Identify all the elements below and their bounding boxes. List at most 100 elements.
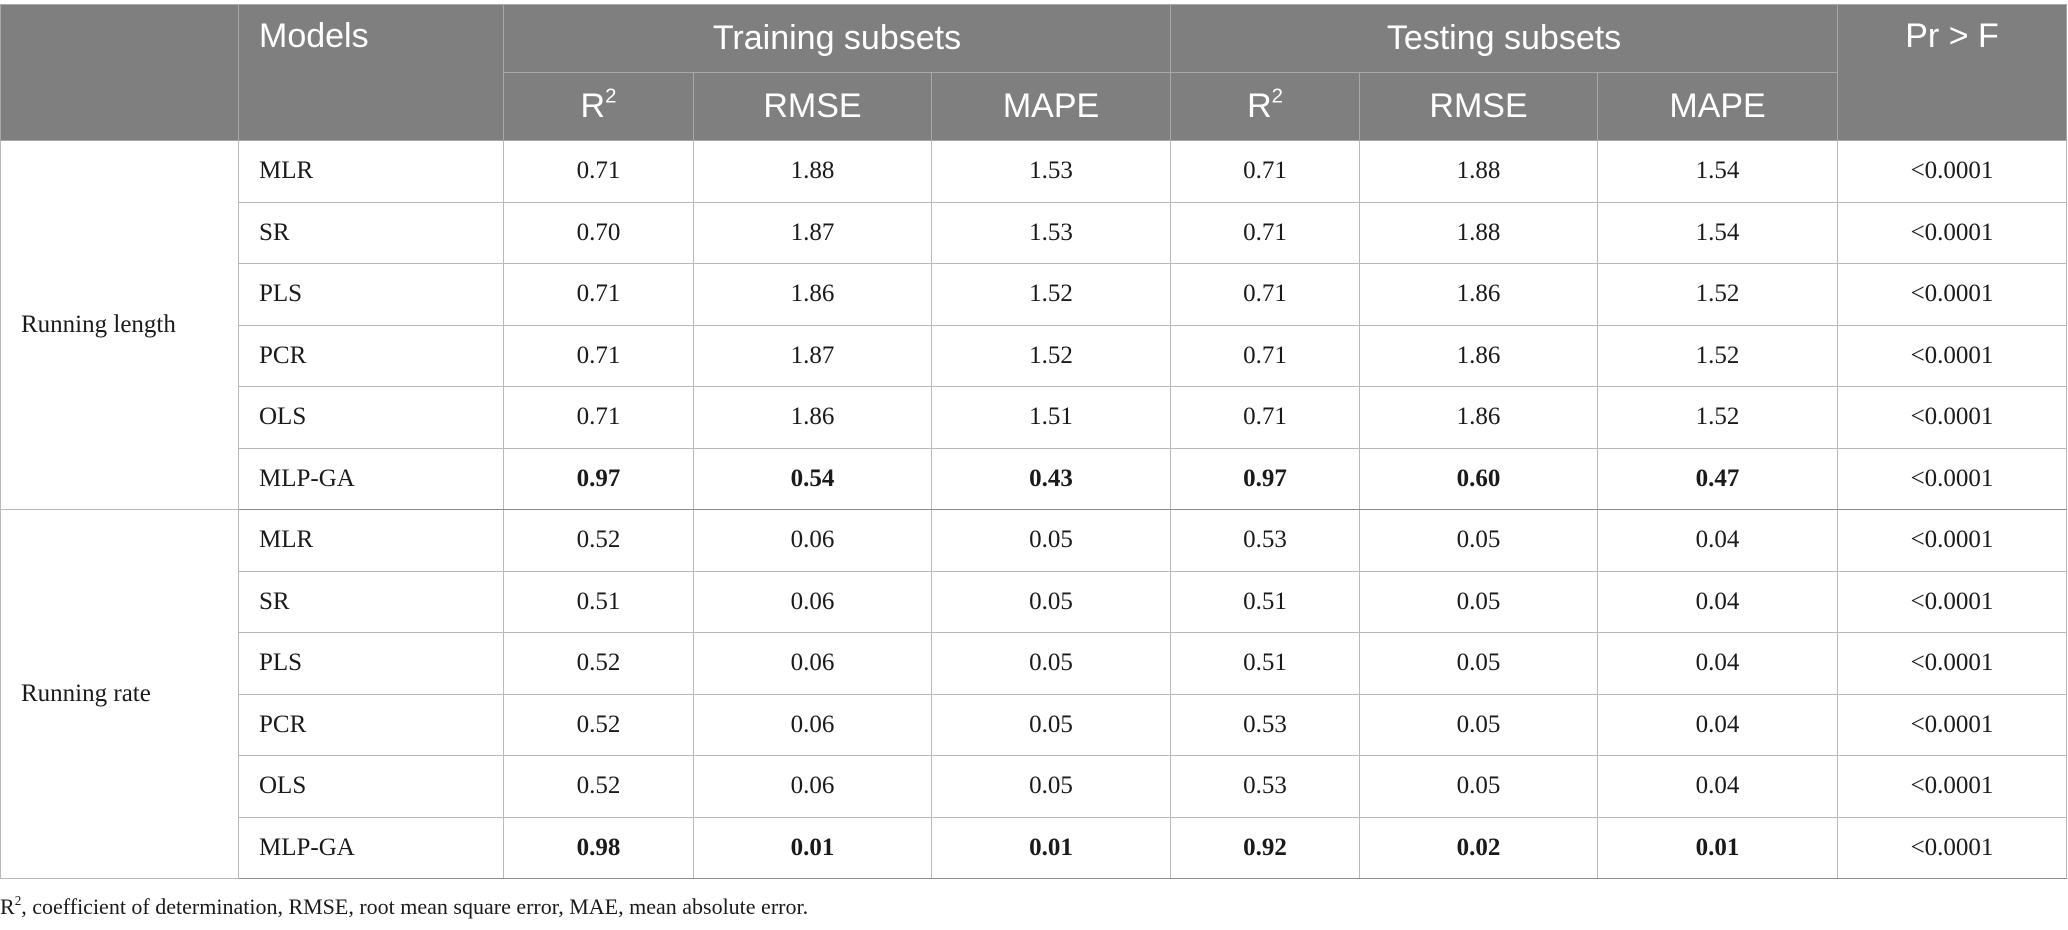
cell-train-r2: 0.97 [503,447,694,510]
footnote-text: , coefficient of determination, RMSE, ro… [21,894,809,919]
header-test-r2: R2 [1170,72,1361,141]
cell-test-mape: 0.04 [1597,693,1839,756]
model-name-cell: PLS [238,632,504,695]
cell-train-mape: 1.53 [930,140,1172,203]
cell-test-rmse: 0.05 [1359,755,1599,818]
r-superscript: 2 [1271,85,1283,108]
cell-pr-f: <0.0001 [1837,201,2068,264]
model-name-cell: PCR [238,693,504,756]
cell-train-rmse: 0.06 [693,755,932,818]
cell-test-mape: 0.47 [1597,447,1839,510]
model-name-cell: SR [238,570,504,633]
cell-pr-f: <0.0001 [1837,263,2068,326]
cell-pr-f: <0.0001 [1837,570,2068,633]
cell-train-mape: 0.05 [930,693,1172,756]
table-row: PLS 0.52 0.06 0.05 0.51 0.05 0.04 <0.0001 [1,632,2068,695]
table-row: PCR 0.71 1.87 1.52 0.71 1.86 1.52 <0.0001 [1,324,2068,387]
cell-test-mape: 1.54 [1597,140,1839,203]
cell-train-rmse: 0.01 [693,816,932,879]
cell-test-r2: 0.92 [1170,816,1361,879]
cell-test-rmse: 1.86 [1359,263,1599,326]
cell-test-rmse: 0.02 [1359,816,1599,879]
cell-test-r2: 0.97 [1170,447,1361,510]
cell-train-mape: 0.05 [930,755,1172,818]
cell-test-r2: 0.51 [1170,632,1361,695]
cell-train-rmse: 0.06 [693,693,932,756]
cell-test-r2: 0.71 [1170,140,1361,203]
model-name-cell: SR [238,201,504,264]
cell-train-rmse: 0.06 [693,570,932,633]
cell-train-r2: 0.52 [503,693,694,756]
model-name-cell: MLR [238,509,504,572]
group-label: Running length [0,140,239,510]
table-row: Running rate MLR 0.52 0.06 0.05 0.53 0.05 0.04 <… [0,509,2068,879]
cell-train-rmse: 1.88 [693,140,932,203]
table-row: PCR 0.52 0.06 0.05 0.53 0.05 0.04 <0.0001 [1,693,2068,756]
cell-train-mape: 1.53 [930,201,1172,264]
table-row: PLS 0.71 1.86 1.52 0.71 1.86 1.52 <0.0001 [1,263,2068,326]
cell-pr-f: <0.0001 [1837,755,2068,818]
model-name-cell: PCR [238,324,504,387]
cell-test-r2: 0.53 [1170,509,1361,572]
cell-test-mape: 1.52 [1597,386,1839,449]
cell-train-r2: 0.51 [503,570,694,633]
cell-train-mape: 1.52 [930,324,1172,387]
cell-train-r2: 0.52 [503,632,694,695]
model-name-cell: OLS [238,386,504,449]
cell-train-rmse: 0.06 [693,632,932,695]
cell-test-mape: 0.04 [1597,632,1839,695]
model-name-cell: MLR [238,140,504,203]
header-row-top: Models Training subsets Testing subsets … [0,4,2068,141]
cell-train-r2: 0.71 [503,386,694,449]
cell-pr-f: <0.0001 [1837,447,2068,510]
r-symbol: R [1247,87,1272,125]
cell-train-rmse: 0.06 [693,509,932,572]
table-row: Running length MLR 0.71 1.88 1.53 0.71 1.88 1.5… [0,140,2068,510]
table-row: MLP-GA 0.98 0.01 0.01 0.92 0.02 0.01 <0.0001 [1,816,2068,879]
cell-train-r2: 0.52 [503,509,694,572]
cell-train-r2: 0.70 [503,201,694,264]
cell-test-mape: 0.04 [1597,509,1839,572]
cell-pr-f: <0.0001 [1837,693,2068,756]
cell-test-rmse: 1.88 [1359,201,1599,264]
cell-train-mape: 0.05 [930,509,1172,572]
cell-test-r2: 0.53 [1170,755,1361,818]
cell-test-r2: 0.71 [1170,263,1361,326]
cell-train-rmse: 0.54 [693,447,932,510]
cell-test-mape: 1.54 [1597,201,1839,264]
cell-test-r2: 0.51 [1170,570,1361,633]
r-superscript: 2 [605,85,617,108]
header-row-metrics: R2 RMSE MAPE R2 RMSE MAPE [1,72,2067,141]
cell-pr-f: <0.0001 [1837,324,2068,387]
results-table: Models Training subsets Testing subsets … [0,4,2068,879]
cell-train-r2: 0.98 [503,816,694,879]
table-row: MLP-GA 0.97 0.54 0.43 0.97 0.60 0.47 <0.0001 [1,447,2068,510]
cell-test-rmse: 1.88 [1359,140,1599,203]
cell-test-mape: 0.04 [1597,570,1839,633]
cell-train-mape: 0.43 [930,447,1172,510]
cell-train-r2: 0.52 [503,755,694,818]
table-row: OLS 0.52 0.06 0.05 0.53 0.05 0.04 <0.0001 [1,755,2068,818]
cell-train-rmse: 1.86 [693,386,932,449]
cell-pr-f: <0.0001 [1837,632,2068,695]
model-name-cell: MLP-GA [238,447,504,510]
cell-train-mape: 1.52 [930,263,1172,326]
cell-train-rmse: 1.87 [693,324,932,387]
cell-pr-f: <0.0001 [1837,140,2068,203]
table-header: Models Training subsets Testing subsets … [0,4,2068,141]
cell-train-r2: 0.71 [503,263,694,326]
cell-train-mape: 0.05 [930,570,1172,633]
header-train-r2: R2 [503,72,694,141]
cell-test-mape: 1.52 [1597,324,1839,387]
cell-test-rmse: 1.86 [1359,324,1599,387]
footnote-r: R [0,894,15,919]
cell-test-mape: 0.01 [1597,816,1839,879]
header-train-mape: MAPE [930,72,1172,141]
cell-test-rmse: 1.86 [1359,386,1599,449]
cell-test-r2: 0.71 [1170,386,1361,449]
r-symbol: R [580,87,606,125]
table-row: SR 0.70 1.87 1.53 0.71 1.88 1.54 <0.0001 [1,201,2068,264]
table-body: Running length MLR 0.71 1.88 1.53 0.71 1.88 1.5… [0,140,2068,879]
cell-train-mape: 0.05 [930,632,1172,695]
model-name-cell: MLP-GA [238,816,504,879]
